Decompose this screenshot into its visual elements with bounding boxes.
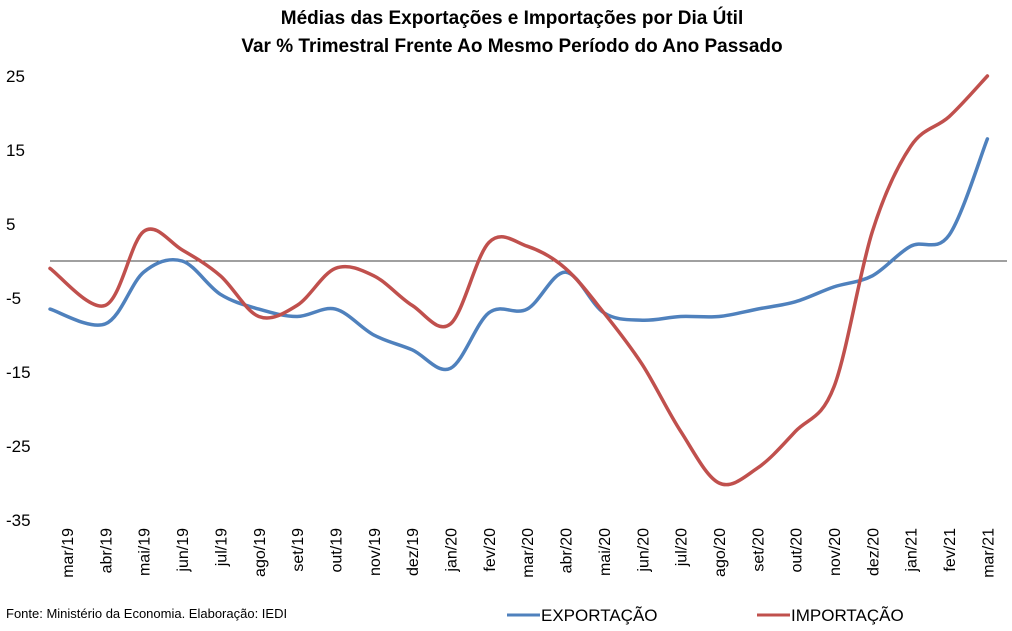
legend-importacao-label: IMPORTAÇÃO bbox=[791, 606, 904, 625]
y-tick-label: -25 bbox=[6, 437, 31, 456]
x-tick-label: jul/20 bbox=[674, 528, 691, 567]
x-tick-label: jan/20 bbox=[444, 528, 461, 573]
x-tick-label: ago/20 bbox=[712, 528, 729, 577]
series-line-exportacao bbox=[48, 137, 990, 372]
x-tick-label: mai/20 bbox=[597, 528, 614, 576]
chart-subtitle: Var % Trimestral Frente Ao Mesmo Período… bbox=[241, 36, 782, 57]
x-tick-label: abr/20 bbox=[559, 528, 576, 573]
x-tick-label: dez/20 bbox=[865, 528, 882, 576]
x-tick-label: nov/20 bbox=[827, 528, 844, 576]
source-note: Fonte: Ministério da Economia. Elaboraçã… bbox=[6, 606, 288, 621]
x-tick-label: mar/21 bbox=[980, 528, 997, 578]
series-line-importacao bbox=[48, 74, 990, 487]
x-tick-label: out/20 bbox=[789, 528, 806, 573]
x-axis-ticks: mar/19 abr/19 mai/19 jun/19 jul/19 ago/19 set/… bbox=[60, 528, 997, 578]
legend: EXPORTAÇÃO IMPORTAÇÃO bbox=[507, 606, 904, 625]
y-axis-ticks: 25 15 5 -5 -15 -25 -35 bbox=[6, 67, 31, 530]
x-tick-label: fev/21 bbox=[942, 528, 959, 572]
x-tick-label: jan/21 bbox=[904, 528, 921, 573]
y-tick-label: -35 bbox=[6, 511, 31, 530]
x-tick-label: ago/19 bbox=[252, 528, 269, 577]
x-tick-label: jun/20 bbox=[635, 528, 652, 573]
x-tick-label: mar/20 bbox=[520, 528, 537, 578]
series-lines bbox=[48, 74, 990, 487]
legend-exportacao-label: EXPORTAÇÃO bbox=[541, 606, 658, 625]
y-tick-label: -5 bbox=[6, 289, 21, 308]
y-tick-label: 5 bbox=[6, 215, 15, 234]
x-tick-label: set/19 bbox=[290, 528, 307, 572]
x-tick-label: fev/20 bbox=[482, 528, 499, 572]
y-tick-label: 25 bbox=[6, 67, 25, 86]
y-tick-label: 15 bbox=[6, 141, 25, 160]
x-tick-label: out/19 bbox=[328, 528, 345, 573]
x-tick-label: nov/19 bbox=[367, 528, 384, 576]
x-tick-label: jun/19 bbox=[175, 528, 192, 573]
x-tick-label: jul/19 bbox=[213, 528, 230, 567]
x-tick-label: mai/19 bbox=[137, 528, 154, 576]
x-tick-label: set/20 bbox=[750, 528, 767, 572]
x-tick-label: mar/19 bbox=[60, 528, 77, 578]
chart-title: Médias das Exportações e Importações por… bbox=[281, 7, 743, 29]
x-tick-label: dez/19 bbox=[405, 528, 422, 576]
x-tick-label: abr/19 bbox=[98, 528, 115, 573]
y-tick-label: -15 bbox=[6, 363, 31, 382]
